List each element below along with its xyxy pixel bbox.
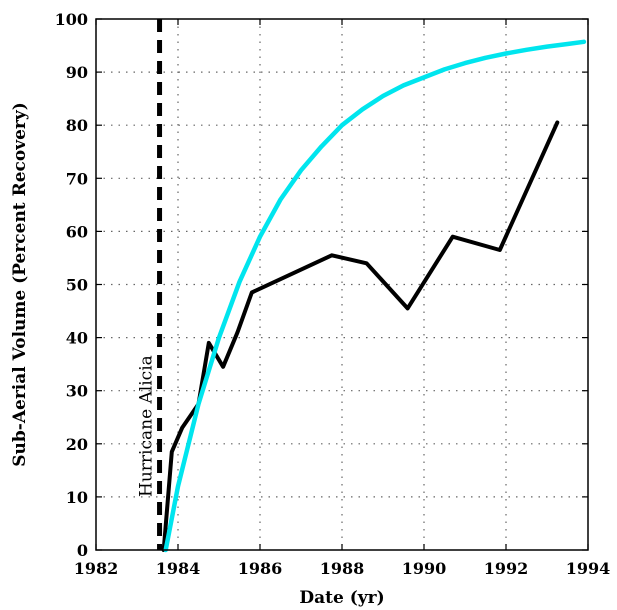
x-tick-label: 1994 [566, 559, 611, 578]
x-tick-label: 1982 [74, 559, 119, 578]
y-tick-label: 30 [66, 382, 88, 401]
measured-recovery-line [161, 120, 560, 552]
hurricane-alicia-label: Hurricane Alicia [137, 355, 157, 497]
tick-marks [95, 18, 589, 551]
x-tick-label: 1992 [484, 559, 529, 578]
y-axis-title: Sub-Aerial Volume (Percent Recovery) [10, 102, 30, 467]
y-tick-label: 80 [66, 116, 88, 135]
y-tick-labels: 0 10 20 30 40 50 60 70 80 90 100 [55, 10, 88, 560]
y-tick-label: 70 [66, 169, 88, 188]
series-layer [161, 39, 587, 553]
annotation-layer: Hurricane Alicia [137, 19, 163, 550]
y-tick-label: 60 [66, 222, 88, 241]
y-tick-label: 0 [77, 541, 88, 560]
x-axis-title: Date (yr) [299, 588, 384, 608]
x-tick-label: 1986 [238, 559, 283, 578]
x-tick-label: 1990 [402, 559, 447, 578]
y-tick-label: 100 [55, 10, 88, 29]
y-tick-label: 50 [66, 276, 88, 295]
x-tick-label: 1988 [320, 559, 365, 578]
fitted-recovery-curve [163, 39, 587, 553]
y-tick-label: 10 [66, 488, 88, 507]
y-tick-label: 40 [66, 329, 88, 348]
grid-lines [96, 19, 588, 550]
y-tick-label: 20 [66, 435, 88, 454]
x-tick-labels: 1982 1984 1986 1988 1990 1992 1994 [74, 559, 611, 578]
y-tick-label: 90 [66, 63, 88, 82]
x-tick-label: 1984 [156, 559, 201, 578]
